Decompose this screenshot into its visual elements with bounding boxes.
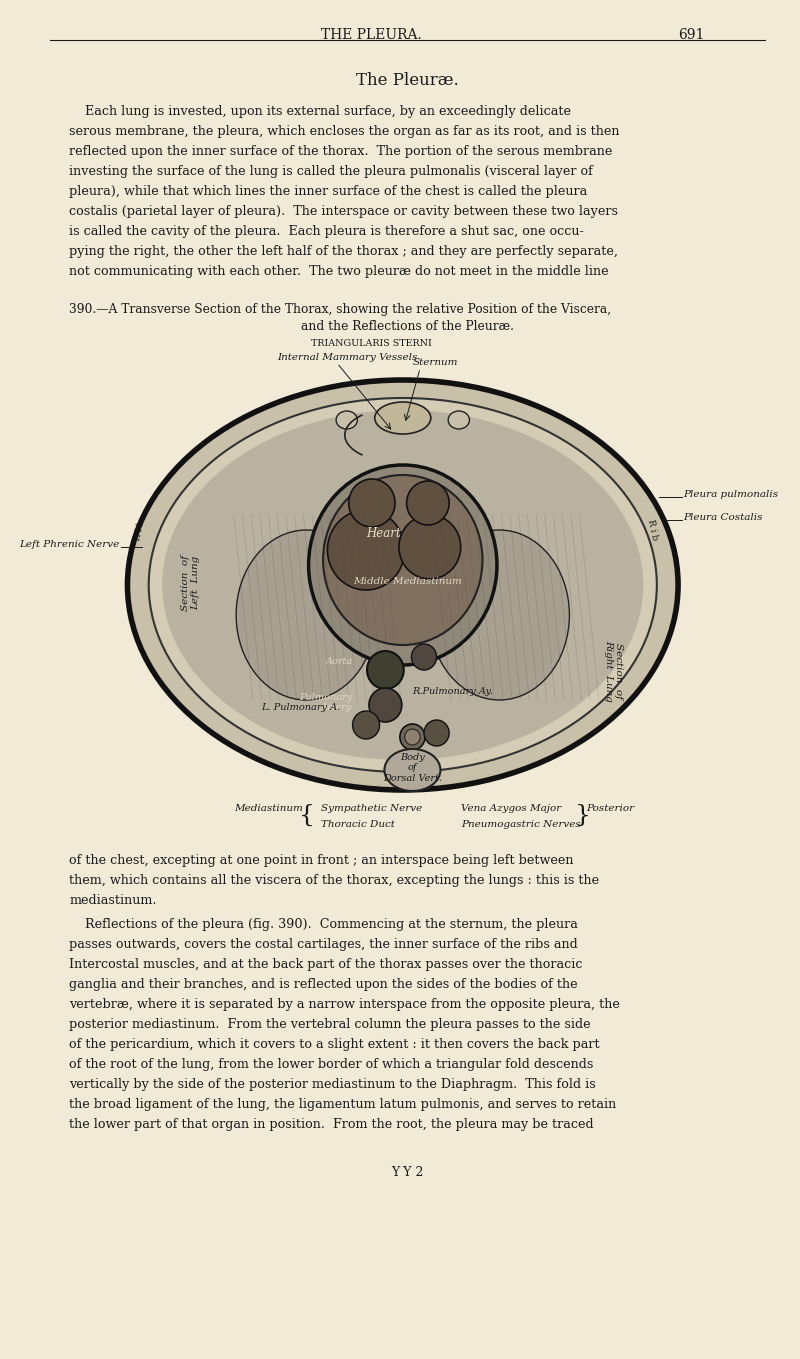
Circle shape <box>349 478 395 527</box>
Text: pying the right, the other the left half of the thorax ; and they are perfectly : pying the right, the other the left half… <box>70 245 618 258</box>
Text: of the pericardium, which it covers to a slight extent : it then covers the back: of the pericardium, which it covers to a… <box>70 1038 600 1051</box>
Ellipse shape <box>336 410 358 429</box>
Text: R.Pulmonary Ay.: R.Pulmonary Ay. <box>413 688 494 696</box>
Circle shape <box>400 724 425 750</box>
Text: Y Y 2: Y Y 2 <box>391 1166 424 1180</box>
Text: Mediastinum: Mediastinum <box>234 805 302 813</box>
Text: passes outwards, covers the costal cartilages, the inner surface of the ribs and: passes outwards, covers the costal carti… <box>70 938 578 951</box>
Text: the lower part of that organ in position.  From the root, the pleura may be trac: the lower part of that organ in position… <box>70 1118 594 1131</box>
Circle shape <box>367 651 404 689</box>
Circle shape <box>405 728 420 745</box>
Text: of the chest, excepting at one point in front ; an interspace being left between: of the chest, excepting at one point in … <box>70 853 574 867</box>
Text: Reflections of the pleura (fig. 390).  Commencing at the sternum, the pleura: Reflections of the pleura (fig. 390). Co… <box>70 917 578 931</box>
Text: L. Pulmonary A.: L. Pulmonary A. <box>261 703 340 712</box>
Text: Pneumogastric Nerves: Pneumogastric Nerves <box>461 819 581 829</box>
Ellipse shape <box>374 402 430 434</box>
Ellipse shape <box>430 530 570 700</box>
Circle shape <box>327 510 405 590</box>
Text: Thoracic Duct: Thoracic Duct <box>321 819 394 829</box>
Text: 390.—A Transverse Section of the Thorax, showing the relative Position of the Vi: 390.—A Transverse Section of the Thorax,… <box>70 303 612 317</box>
Ellipse shape <box>236 530 376 700</box>
Ellipse shape <box>127 381 678 790</box>
Text: ganglia and their branches, and is reflected upon the sides of the bodies of the: ganglia and their branches, and is refle… <box>70 978 578 991</box>
Circle shape <box>411 644 437 670</box>
Text: THE PLEURA.: THE PLEURA. <box>321 29 422 42</box>
Text: Vena Azygos Major: Vena Azygos Major <box>461 805 561 813</box>
Text: vertebræ, where it is separated by a narrow interspace from the opposite pleura,: vertebræ, where it is separated by a nar… <box>70 998 620 1011</box>
Ellipse shape <box>309 465 497 665</box>
Text: reflected upon the inner surface of the thorax.  The portion of the serous membr: reflected upon the inner surface of the … <box>70 145 613 158</box>
Circle shape <box>399 515 461 579</box>
Text: Section  of
Right  Lung: Section of Right Lung <box>604 640 623 701</box>
Text: of the root of the lung, from the lower border of which a triangular fold descen: of the root of the lung, from the lower … <box>70 1059 594 1071</box>
Ellipse shape <box>448 410 470 429</box>
Circle shape <box>424 720 449 746</box>
Text: pleura), while that which lines the inner surface of the chest is called the ple: pleura), while that which lines the inne… <box>70 185 588 198</box>
Ellipse shape <box>385 749 441 791</box>
Text: Intercostal muscles, and at the back part of the thorax passes over the thoracic: Intercostal muscles, and at the back par… <box>70 958 583 970</box>
Circle shape <box>353 711 379 739</box>
Circle shape <box>406 481 449 525</box>
Ellipse shape <box>323 476 482 646</box>
Text: Posterior: Posterior <box>586 805 634 813</box>
Text: Body
of
Dorsal Vert.: Body of Dorsal Vert. <box>383 753 442 783</box>
Text: 691: 691 <box>678 29 705 42</box>
Text: investing the surface of the lung is called the pleura pulmonalis (visceral laye: investing the surface of the lung is cal… <box>70 164 594 178</box>
Text: serous membrane, the pleura, which encloses the organ as far as its root, and is: serous membrane, the pleura, which enclo… <box>70 125 620 139</box>
Text: Middle Mediastinum: Middle Mediastinum <box>353 578 462 586</box>
Text: mediastinum.: mediastinum. <box>70 894 157 906</box>
Text: posterior mediastinum.  From the vertebral column the pleura passes to the side: posterior mediastinum. From the vertebra… <box>70 1018 591 1031</box>
Text: Heart: Heart <box>366 527 401 540</box>
Text: Pleura pulmonalis: Pleura pulmonalis <box>683 491 778 499</box>
Text: R i b: R i b <box>646 519 659 541</box>
Text: TRIANGULARIS STERNI: TRIANGULARIS STERNI <box>311 338 432 348</box>
Text: The Pleuræ.: The Pleuræ. <box>356 72 459 88</box>
Text: Sternum: Sternum <box>413 357 458 367</box>
Ellipse shape <box>162 410 643 760</box>
Text: Internal Mammary Vessels: Internal Mammary Vessels <box>277 353 418 361</box>
Text: Section  of
Left  Lung: Section of Left Lung <box>181 554 200 612</box>
Text: Each lung is invested, upon its external surface, by an exceedingly delicate: Each lung is invested, upon its external… <box>70 105 571 118</box>
Text: Aorta: Aorta <box>326 656 353 666</box>
Text: them, which contains all the viscera of the thorax, excepting the lungs : this i: them, which contains all the viscera of … <box>70 874 600 887</box>
Text: Left Phrenic Nerve: Left Phrenic Nerve <box>19 540 120 549</box>
Text: R i b: R i b <box>134 519 146 541</box>
Text: is called the cavity of the pleura.  Each pleura is therefore a shut sac, one oc: is called the cavity of the pleura. Each… <box>70 226 584 238</box>
Text: Sympathetic Nerve: Sympathetic Nerve <box>321 805 422 813</box>
Text: costalis (parietal layer of pleura).  The interspace or cavity between these two: costalis (parietal layer of pleura). The… <box>70 205 618 217</box>
Text: and the Reflections of the Pleuræ.: and the Reflections of the Pleuræ. <box>301 319 514 333</box>
Text: not communicating with each other.  The two pleuræ do not meet in the middle lin: not communicating with each other. The t… <box>70 265 609 279</box>
Text: Pulmonary
Artery: Pulmonary Artery <box>299 693 353 712</box>
Text: the broad ligament of the lung, the ligamentum latum pulmonis, and serves to ret: the broad ligament of the lung, the liga… <box>70 1098 617 1112</box>
Circle shape <box>369 688 402 722</box>
Text: vertically by the side of the posterior mediastinum to the Diaphragm.  This fold: vertically by the side of the posterior … <box>70 1078 596 1091</box>
Text: }: } <box>574 805 590 828</box>
Text: Pleura Costalis: Pleura Costalis <box>683 512 762 522</box>
Text: {: { <box>298 805 314 828</box>
Ellipse shape <box>149 398 657 772</box>
